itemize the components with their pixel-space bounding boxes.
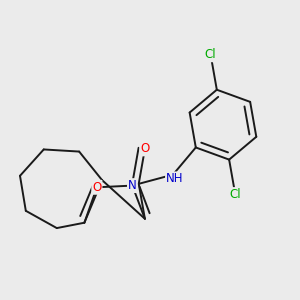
- Text: N: N: [128, 179, 137, 192]
- Text: Cl: Cl: [230, 188, 241, 201]
- Text: NH: NH: [166, 172, 184, 185]
- Text: Cl: Cl: [205, 48, 217, 61]
- Text: O: O: [140, 142, 149, 155]
- Text: O: O: [92, 181, 101, 194]
